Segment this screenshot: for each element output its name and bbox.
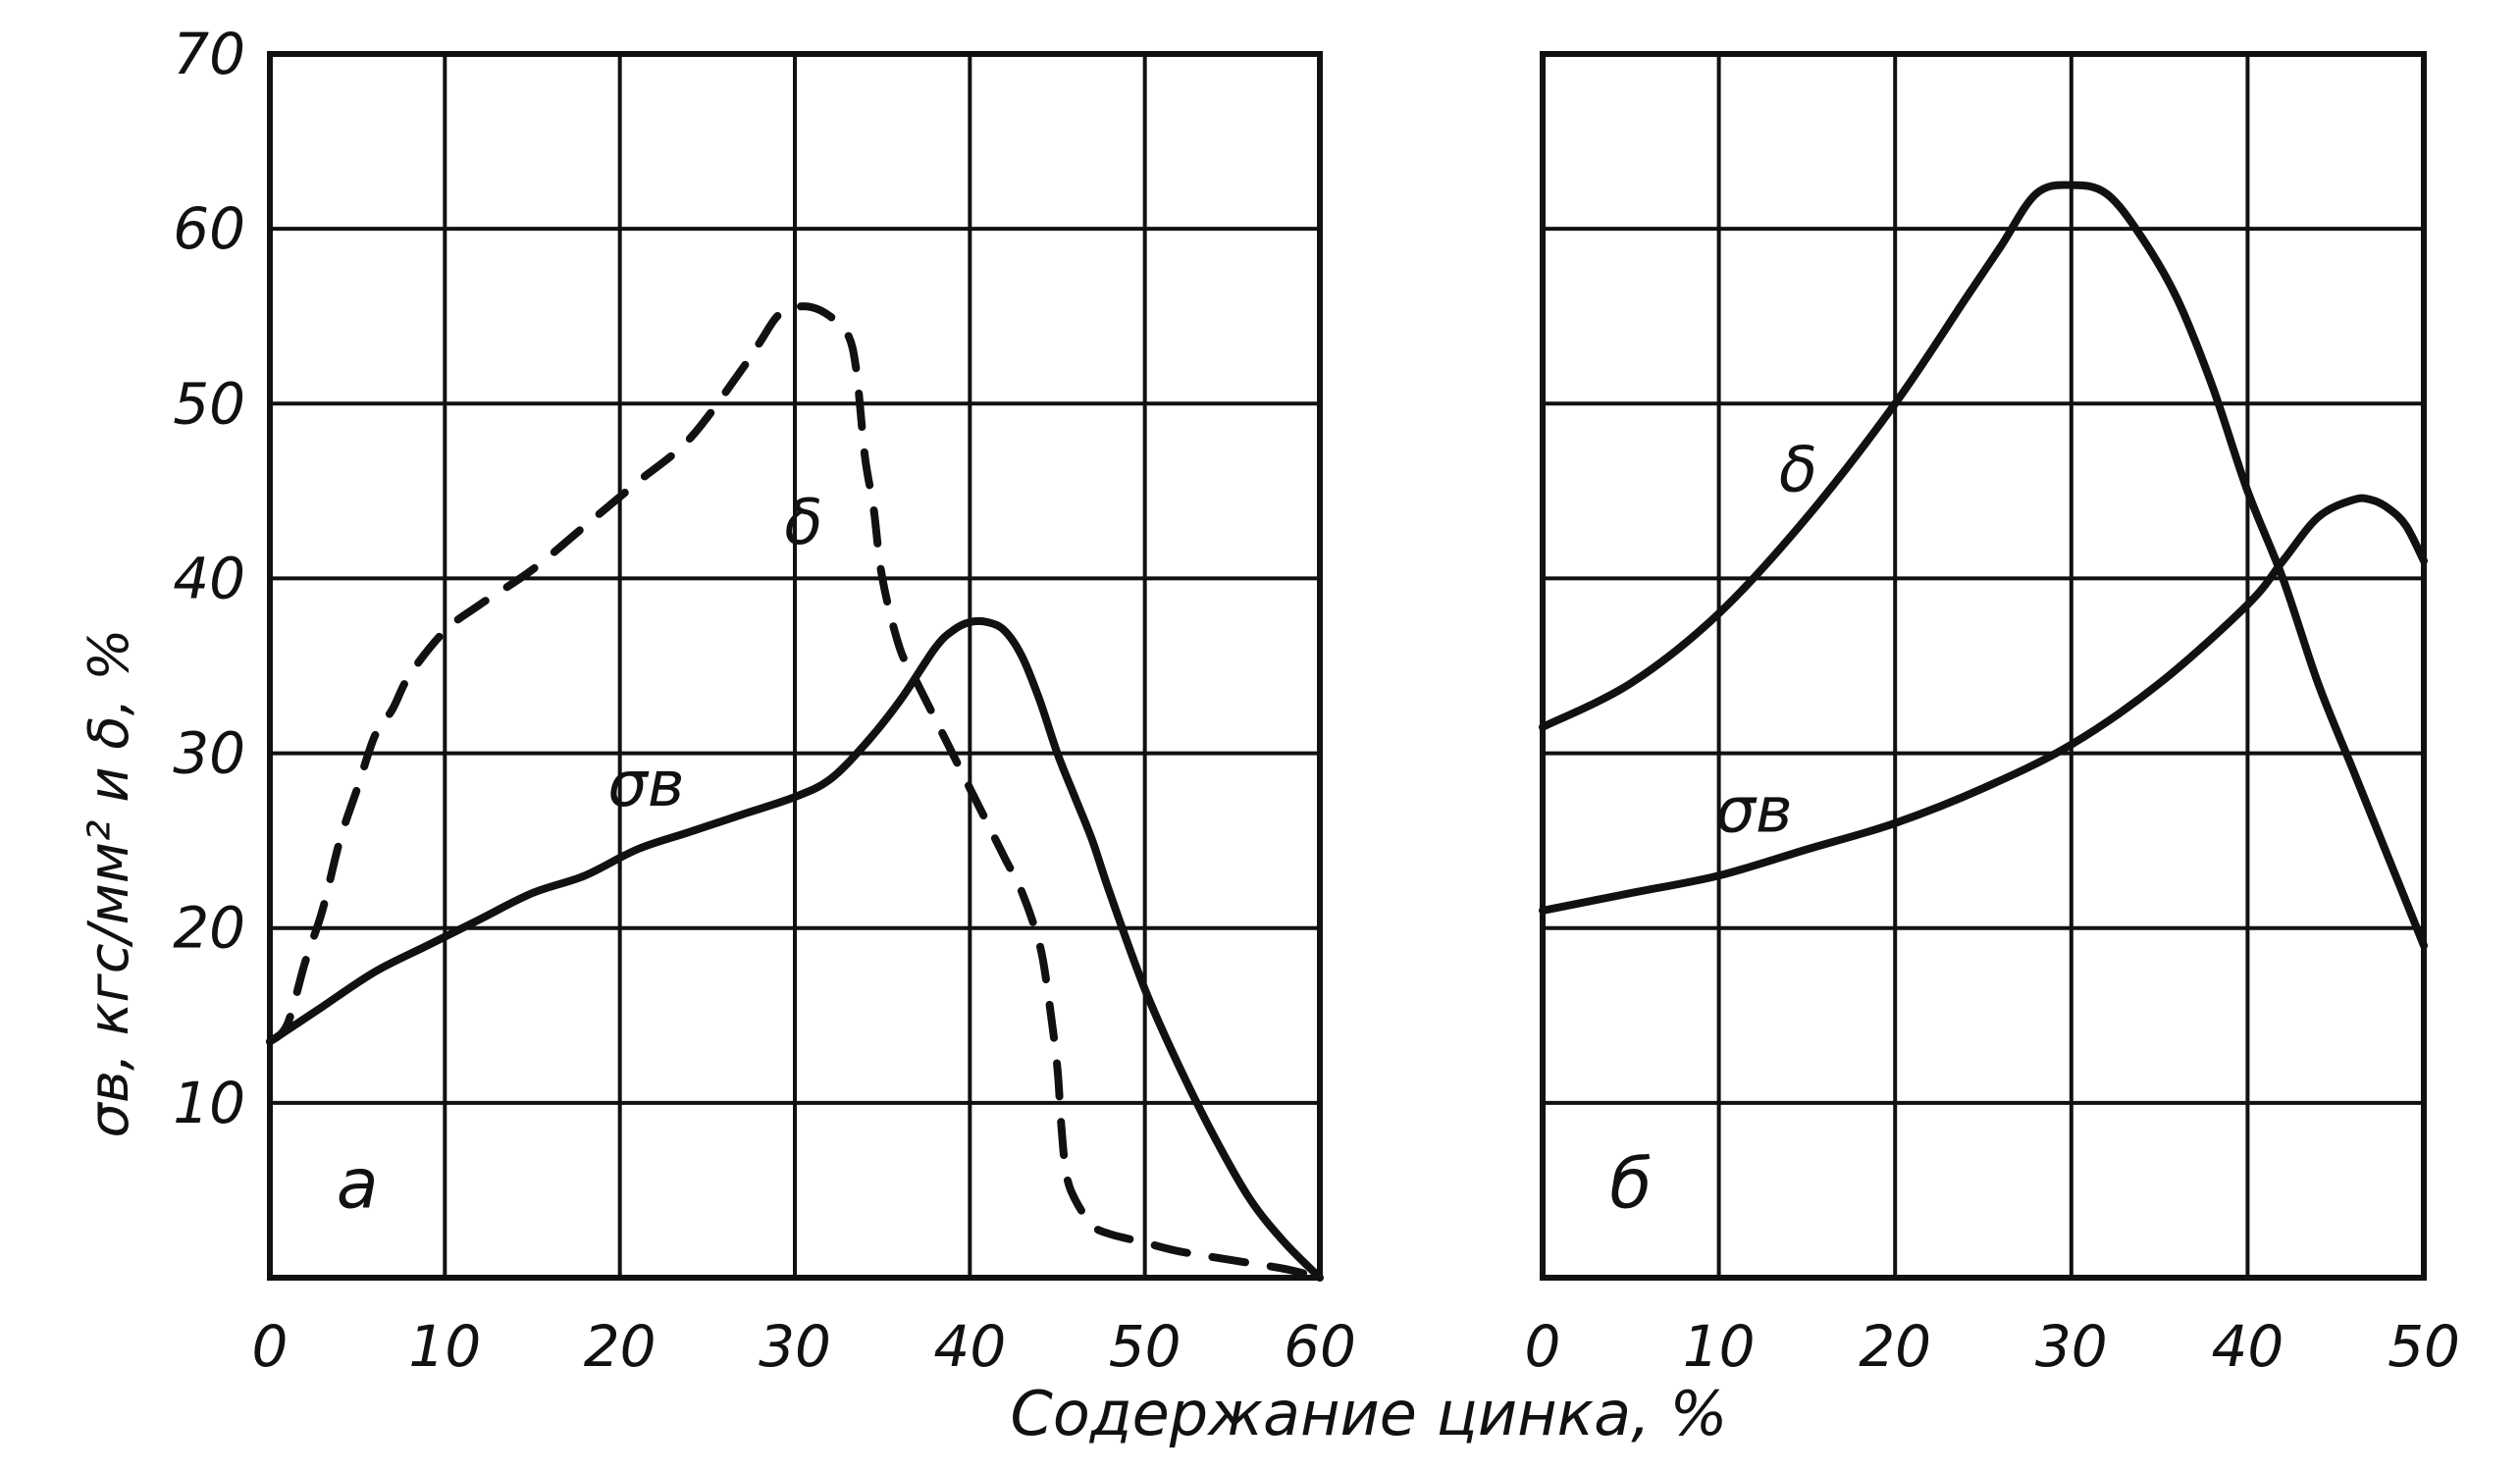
series-line-delta xyxy=(266,302,1324,1282)
y-tick-label: 30 xyxy=(173,720,245,787)
y-axis-title: σв, кгс/мм² и δ, % xyxy=(78,628,141,1137)
series-line-sigma xyxy=(1539,494,2428,915)
series-line-delta xyxy=(1539,181,2428,950)
x-tick-label: 60 xyxy=(1284,1313,1356,1380)
y-tick-label: 10 xyxy=(173,1070,245,1136)
x-tick-label: 30 xyxy=(759,1313,831,1380)
panel-a: 0 10 20 30 40 50 60 10 20 30 40 50 60 70 δ σв а xyxy=(173,21,1356,1380)
x-tick-label: 10 xyxy=(408,1313,481,1380)
series-label-delta: δ xyxy=(1779,434,1817,506)
x-tick-label: 30 xyxy=(2035,1313,2108,1380)
panel-tag: а xyxy=(337,1144,379,1225)
x-tick-label: 10 xyxy=(1683,1313,1756,1380)
y-tick-label: 70 xyxy=(173,21,245,87)
y-tick-label: 40 xyxy=(173,545,245,611)
x-axis-title: Содержание цинка, % xyxy=(1011,1378,1728,1449)
x-tick-label: 40 xyxy=(933,1313,1006,1380)
x-tick-label: 20 xyxy=(1859,1313,1931,1380)
series-label-sigma: σв xyxy=(1715,775,1792,848)
plot-frame xyxy=(1540,51,2427,1281)
series-label-sigma: σв xyxy=(607,749,684,821)
panel-tag: б xyxy=(1609,1144,1652,1225)
series-label-delta: δ xyxy=(784,487,822,559)
x-tick-label: 0 xyxy=(1525,1313,1561,1380)
x-tick-label: 0 xyxy=(252,1313,289,1380)
y-tick-label: 60 xyxy=(173,195,245,262)
series-line-sigma xyxy=(266,616,1324,1282)
panel-b: 0 10 20 30 40 50 δ σв б xyxy=(1525,51,2460,1380)
plot-frame xyxy=(267,51,1323,1281)
x-tick-label: 20 xyxy=(584,1313,656,1380)
y-tick-label: 50 xyxy=(173,370,245,437)
x-tick-label: 50 xyxy=(2388,1313,2460,1380)
y-tick-label: 20 xyxy=(173,895,245,962)
x-tick-label: 50 xyxy=(1109,1313,1181,1380)
x-tick-label: 40 xyxy=(2211,1313,2284,1380)
